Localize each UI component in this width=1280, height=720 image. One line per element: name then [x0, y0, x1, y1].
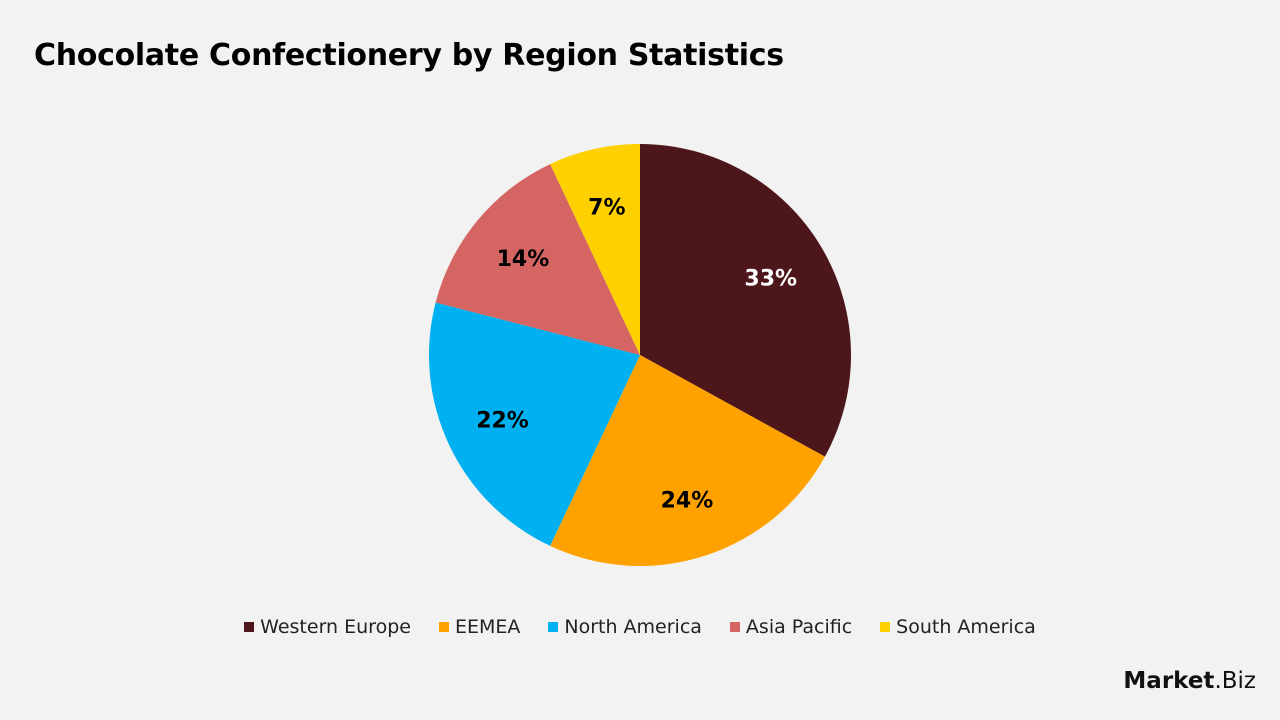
legend-item: South America	[880, 616, 1036, 638]
legend-swatch	[548, 622, 559, 632]
legend-swatch	[244, 622, 255, 632]
legend-item: Asia Pacific	[729, 616, 853, 638]
legend-swatch	[880, 622, 891, 632]
pie-slice-eemea	[550, 355, 825, 567]
data-label: 24%	[661, 488, 714, 513]
pie-slice-south-america	[550, 144, 640, 355]
pie-slice-western-europe	[640, 144, 852, 457]
legend-label: South America	[896, 616, 1036, 638]
legend-item: EEMEA	[438, 616, 521, 638]
legend-item: North America	[548, 616, 702, 638]
legend: Western Europe EEMEA North America Asia Pac…	[0, 616, 1280, 638]
marketbiz-logo: Market .Biz	[1123, 668, 1256, 694]
legend-swatch	[438, 622, 449, 632]
legend-swatch	[729, 622, 740, 632]
data-label: 14%	[497, 247, 550, 272]
legend-label: EEMEA	[454, 616, 521, 638]
legend-label: Western Europe	[260, 616, 411, 638]
logo-text: .Biz	[1214, 668, 1256, 694]
legend-label: North America	[564, 616, 702, 638]
data-label: 22%	[476, 409, 529, 434]
legend-item: Western Europe	[244, 616, 411, 638]
pie-slice-north-america	[429, 302, 640, 546]
pie-slice-asia-pacific	[435, 164, 640, 355]
logo-text-bold: Market	[1123, 668, 1215, 694]
legend-label: Asia Pacific	[745, 616, 853, 638]
data-label: 33%	[744, 267, 797, 292]
chart-title: Chocolate Confectionery by Region Statis…	[34, 38, 784, 73]
data-label: 7%	[588, 196, 625, 221]
